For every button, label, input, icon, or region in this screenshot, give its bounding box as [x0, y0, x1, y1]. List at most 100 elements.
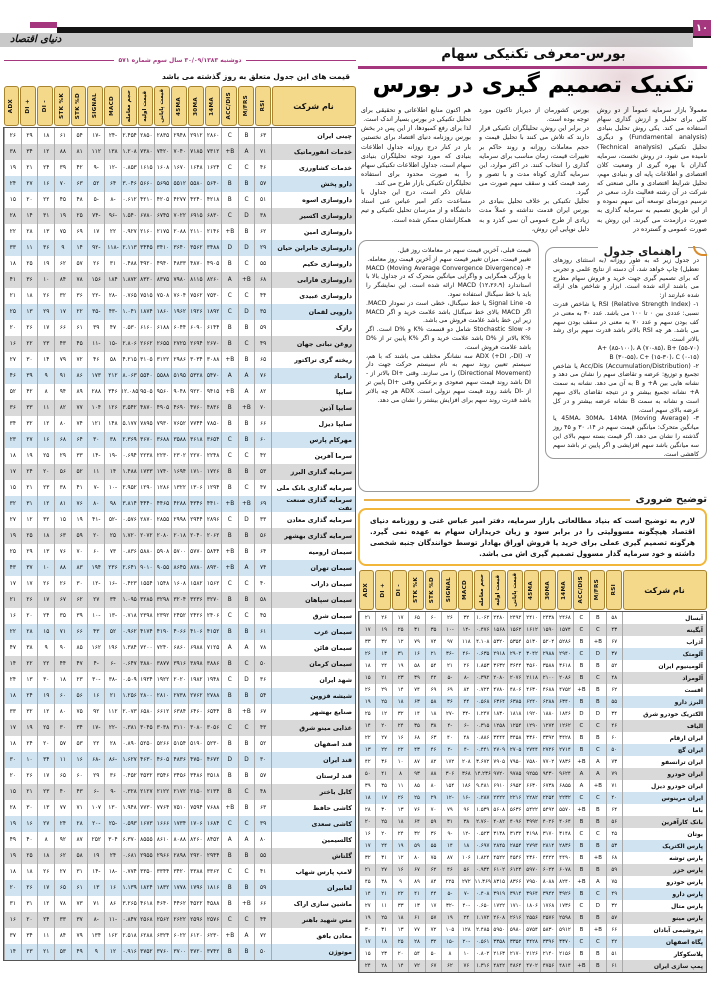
- table-row: سرمایه گذاری بانک ملی ۴۷ C B ۱۲۹۴ ۱۳۰۶ ۱۳۲۲ ۱۲۸…: [4, 480, 355, 496]
- value-cell: ۷۳۱۲: [204, 144, 221, 160]
- value-cell: ۵۱: [605, 948, 622, 960]
- value-cell: ۴۹۰۵: [204, 256, 221, 272]
- value-cell: ۷۸۳۶: [556, 756, 572, 768]
- value-cell: ۱۹: [359, 912, 375, 924]
- value-cell: ۰.۴۴۱: [474, 744, 490, 756]
- company-name-cell: داروسازی فارابی: [271, 272, 355, 288]
- value-cell: ۴۸۴۲: [490, 960, 507, 972]
- column-header: - DI: [391, 570, 407, 610]
- table-row: زامیاد ۷۶ A A ۵۴۷۰ ۵۳۲۸ ۵۱۹۵ ۵۵۸۸ ۵۵۴۰ ۸.۰۶۳ ۲۱۲ ۱۷…: [4, 368, 355, 384]
- value-cell: ۲۰: [375, 720, 391, 732]
- value-cell: ۱۲: [37, 416, 54, 432]
- value-cell: ۵۵: [605, 696, 622, 708]
- value-cell: ۵۴۲۲: [523, 804, 539, 816]
- value-cell: ۱۷: [424, 900, 441, 912]
- value-cell: ۲۹۴۸: [170, 128, 188, 144]
- value-cell: ۱۸: [37, 128, 54, 144]
- value-cell: ۵۵۴۰: [137, 368, 155, 384]
- value-cell: A: [237, 384, 255, 400]
- value-cell: ۱۶: [70, 752, 88, 768]
- value-cell: ۳۸: [54, 480, 71, 496]
- company-name-cell: چینی ایران: [271, 128, 355, 144]
- value-cell: ۲۶: [359, 648, 375, 660]
- value-cell: ۷۸: [70, 272, 88, 288]
- company-name-cell: ایران خودرو: [622, 768, 706, 780]
- value-cell: ۱۹۴۸: [204, 672, 221, 688]
- value-cell: ۲۱: [20, 480, 38, 496]
- value-cell: ۱۹۲۲: [154, 672, 171, 688]
- value-cell: C: [572, 612, 589, 624]
- value-cell: C: [589, 888, 605, 900]
- value-cell: ۱۳: [37, 800, 54, 816]
- value-cell: ۲۵: [359, 708, 375, 720]
- column-header: حجم معامله: [474, 570, 490, 610]
- value-cell: ۳۶: [424, 828, 441, 840]
- value-cell: ۰.۹۱۶: [120, 944, 138, 960]
- value-cell: D: [589, 708, 605, 720]
- value-cell: ۷۲۰۰: [137, 640, 155, 656]
- value-cell: ۲.۵۱۸: [120, 928, 138, 944]
- value-cell: ۱۷۷۸: [170, 880, 188, 896]
- table-row: کالسیمین ۸۰ A A ۸۴۵۲ ۸۲۶۰ ۸۰۸۸ ۸۶۱۰ ۸۵۵۵ ۶.۳۷۰ ۳۰۴…: [4, 832, 355, 848]
- value-cell: A: [220, 368, 238, 384]
- value-cell: ۱۳: [359, 744, 375, 756]
- value-cell: ۶۴۶۰: [187, 704, 205, 720]
- value-cell: C: [220, 208, 238, 224]
- value-cell: ۲۷۹۴: [523, 840, 539, 852]
- value-cell: ۴۹۰۵: [154, 400, 171, 416]
- value-cell: ۱۸۹۲: [204, 304, 221, 320]
- value-cell: ۳۹: [87, 320, 104, 336]
- value-cell: ۰.۲۸۷: [474, 792, 490, 804]
- value-cell: ۸۰: [424, 780, 441, 792]
- value-cell: ۷۱: [87, 896, 104, 912]
- value-cell: ۹۰۴۸: [170, 384, 188, 400]
- value-cell: ۴۱۰۶: [187, 624, 205, 640]
- value-cell: ۶۱: [54, 128, 71, 144]
- value-cell: ۰.۹۶۲: [120, 624, 138, 640]
- column-header: STK %K: [53, 86, 70, 126]
- value-cell: ۶۲۴۰: [523, 696, 539, 708]
- table-row: کاشی حافظ ۶۳ B B+ ۷۶۸۸ ۷۵۹۴ ۷۵۱۰ ۷۷۶۴ ۷۷۳۰ ۱.۹۴۸ ۱…: [4, 800, 355, 816]
- value-cell: ۲۰: [4, 320, 21, 336]
- value-cell: ۷۲: [424, 924, 441, 936]
- value-cell: -۲۰: [457, 936, 474, 948]
- value-cell: ۹۳: [408, 768, 424, 780]
- value-cell: C: [237, 864, 255, 880]
- value-cell: ۲۰: [37, 464, 54, 480]
- value-cell: ۳۴۴۴: [490, 732, 507, 744]
- value-cell: B+: [589, 924, 605, 936]
- value-cell: ۲۷۸۸: [204, 688, 221, 704]
- value-cell: ۴۳: [408, 744, 424, 756]
- value-cell: ۱.۵۴۰: [120, 208, 138, 224]
- value-cell: ۱۳: [37, 544, 54, 560]
- value-cell: ۷۸: [54, 896, 71, 912]
- value-cell: ۲۰۸۰: [490, 672, 507, 684]
- value-cell: ۲۹۸۸: [539, 648, 556, 660]
- value-cell: ۵۱۹۰: [187, 736, 205, 752]
- value-cell: ۲۶۷۰: [204, 336, 221, 352]
- value-cell: ۱۴: [359, 720, 375, 732]
- value-cell: ۴۸: [254, 784, 271, 800]
- value-cell: ۶۱۶۰: [137, 320, 155, 336]
- table-row: سرما آفرین ۴۲ C C ۲۲۴۸ ۲۲۷۰ ۲۳۰۲ ۲۲۳۰ ۲۲۳۸ ۰.۶۹۴-…: [4, 448, 355, 464]
- value-cell: ۳۳۶۰: [523, 732, 539, 744]
- value-cell: B: [572, 924, 589, 936]
- value-cell: B: [237, 800, 255, 816]
- value-cell: ۷۵۱۵: [137, 288, 155, 304]
- company-name-cell: باما: [622, 804, 706, 816]
- value-cell: B+: [572, 876, 589, 888]
- value-cell: B: [220, 192, 238, 208]
- value-cell: B: [572, 852, 589, 864]
- value-cell: ۲۱: [20, 784, 38, 800]
- value-cell: ۷۸۵۰: [204, 416, 221, 432]
- value-cell: ۲۲: [391, 888, 408, 900]
- value-cell: ۲۷: [375, 732, 391, 744]
- value-cell: ۲۸۵۴: [506, 840, 523, 852]
- value-cell: ۲۴: [375, 660, 391, 672]
- value-cell: ۰.۵۹۳: [120, 816, 138, 832]
- value-cell: B+: [220, 352, 238, 368]
- value-cell: C: [589, 720, 605, 732]
- column-header: STK %K: [408, 570, 424, 610]
- value-cell: C: [237, 720, 255, 736]
- value-cell: ۲.۴۵۴: [120, 128, 138, 144]
